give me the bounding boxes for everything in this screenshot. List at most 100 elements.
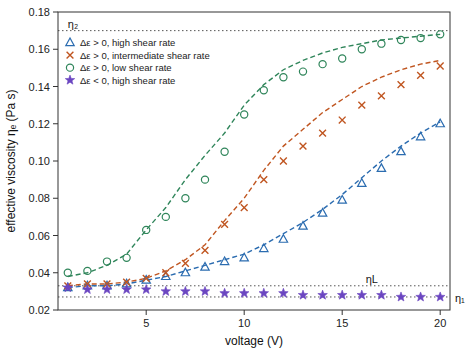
chart: 5 10 15 20 0.02 0.04 0.06 0.08 0.10 0.12 0.14 0.16 0… xyxy=(0,0,474,354)
data-point xyxy=(398,81,405,88)
data-point xyxy=(260,176,267,183)
legend-symbol xyxy=(67,52,74,59)
data-point xyxy=(143,275,150,282)
data-point xyxy=(377,290,387,299)
data-point xyxy=(141,285,151,294)
data-point xyxy=(396,292,406,301)
y-tick-label: 0.14 xyxy=(29,81,50,93)
data-point xyxy=(202,247,209,254)
data-point xyxy=(123,254,130,261)
data-point xyxy=(83,285,93,294)
data-point xyxy=(122,285,132,294)
x-tick xyxy=(146,310,147,315)
data-point xyxy=(161,286,171,295)
data-point xyxy=(221,221,228,228)
data-point xyxy=(358,46,365,53)
data-point xyxy=(437,31,444,38)
reference-label: η₂ xyxy=(68,18,78,30)
legend-label: Δε < 0, high shear rate xyxy=(80,75,175,86)
x-tick-label: 10 xyxy=(238,317,250,329)
x-tick xyxy=(342,310,343,315)
data-point xyxy=(260,244,268,252)
data-point xyxy=(280,74,287,81)
x-tick-label: 5 xyxy=(143,317,149,329)
y-tick xyxy=(53,272,58,273)
data-point xyxy=(339,117,346,124)
y-tick xyxy=(53,310,58,311)
data-point xyxy=(260,87,267,94)
legend-symbol xyxy=(66,64,73,71)
data-point xyxy=(299,222,307,230)
data-point xyxy=(279,288,289,297)
data-point xyxy=(397,147,405,155)
data-point xyxy=(182,195,189,202)
data-point xyxy=(181,286,191,295)
data-point xyxy=(143,226,150,233)
data-point xyxy=(240,253,248,261)
data-point xyxy=(221,148,228,155)
plot-frame xyxy=(58,12,450,310)
y-tick xyxy=(53,235,58,236)
data-point xyxy=(162,213,169,220)
x-tick-label: 15 xyxy=(336,317,348,329)
data-point xyxy=(299,68,306,75)
data-point xyxy=(436,119,444,127)
legend-label: Δε > 0, intermediate shear rate xyxy=(80,50,210,61)
data-point xyxy=(378,40,385,47)
y-tick-label: 0.10 xyxy=(29,155,50,167)
reference-label: ηL xyxy=(366,273,378,285)
legend: Δε > 0, high shear rate Δε > 0, intermedi… xyxy=(65,37,209,86)
data-point xyxy=(358,102,365,109)
data-point xyxy=(280,158,287,165)
data-point xyxy=(201,263,209,271)
x-tick xyxy=(440,310,441,315)
data-point xyxy=(200,286,210,295)
y-tick-label: 0.12 xyxy=(29,118,50,130)
reference-line xyxy=(58,30,450,31)
y-tick-label: 0.04 xyxy=(29,267,50,279)
data-point xyxy=(103,258,110,265)
data-point xyxy=(318,209,326,217)
data-point xyxy=(241,204,248,211)
y-tick-label: 0.08 xyxy=(29,192,50,204)
y-tick-label: 0.16 xyxy=(29,43,50,55)
data-point xyxy=(220,288,230,297)
legend-symbol xyxy=(66,38,74,46)
data-point xyxy=(162,269,169,276)
x-tick-label: 20 xyxy=(434,317,446,329)
y-tick-label: 0.02 xyxy=(29,304,50,316)
data-point xyxy=(319,61,326,68)
data-point xyxy=(239,288,249,297)
y-tick xyxy=(53,49,58,50)
theory-line xyxy=(68,122,440,288)
data-point xyxy=(64,269,71,276)
legend-symbol xyxy=(65,75,75,84)
data-point xyxy=(417,34,424,41)
x-tick xyxy=(244,310,245,315)
legend-label: Δε > 0, low shear rate xyxy=(80,62,172,73)
data-point xyxy=(279,235,287,243)
y-tick xyxy=(53,161,58,162)
data-point xyxy=(417,72,424,79)
data-point xyxy=(241,111,248,118)
data-point xyxy=(84,267,91,274)
data-point xyxy=(181,268,189,276)
x-axis-label: voltage (V) xyxy=(225,334,283,348)
data-point xyxy=(377,164,385,172)
y-tick xyxy=(53,123,58,124)
y-tick-label: 0.18 xyxy=(29,6,50,18)
y-tick-label: 0.06 xyxy=(29,230,50,242)
data-point xyxy=(339,55,346,62)
data-point xyxy=(358,179,366,187)
data-point xyxy=(437,63,444,70)
data-point xyxy=(416,292,426,301)
data-point xyxy=(220,257,228,265)
data-point xyxy=(300,143,307,150)
data-point xyxy=(102,285,112,294)
data-point xyxy=(63,283,73,292)
y-axis-label: effective viscosity ηₑ (Pa s) xyxy=(4,90,18,233)
legend-label: Δε > 0, high shear rate xyxy=(80,37,175,48)
data-point xyxy=(416,132,424,140)
data-point xyxy=(259,288,269,297)
data-point xyxy=(435,292,445,301)
